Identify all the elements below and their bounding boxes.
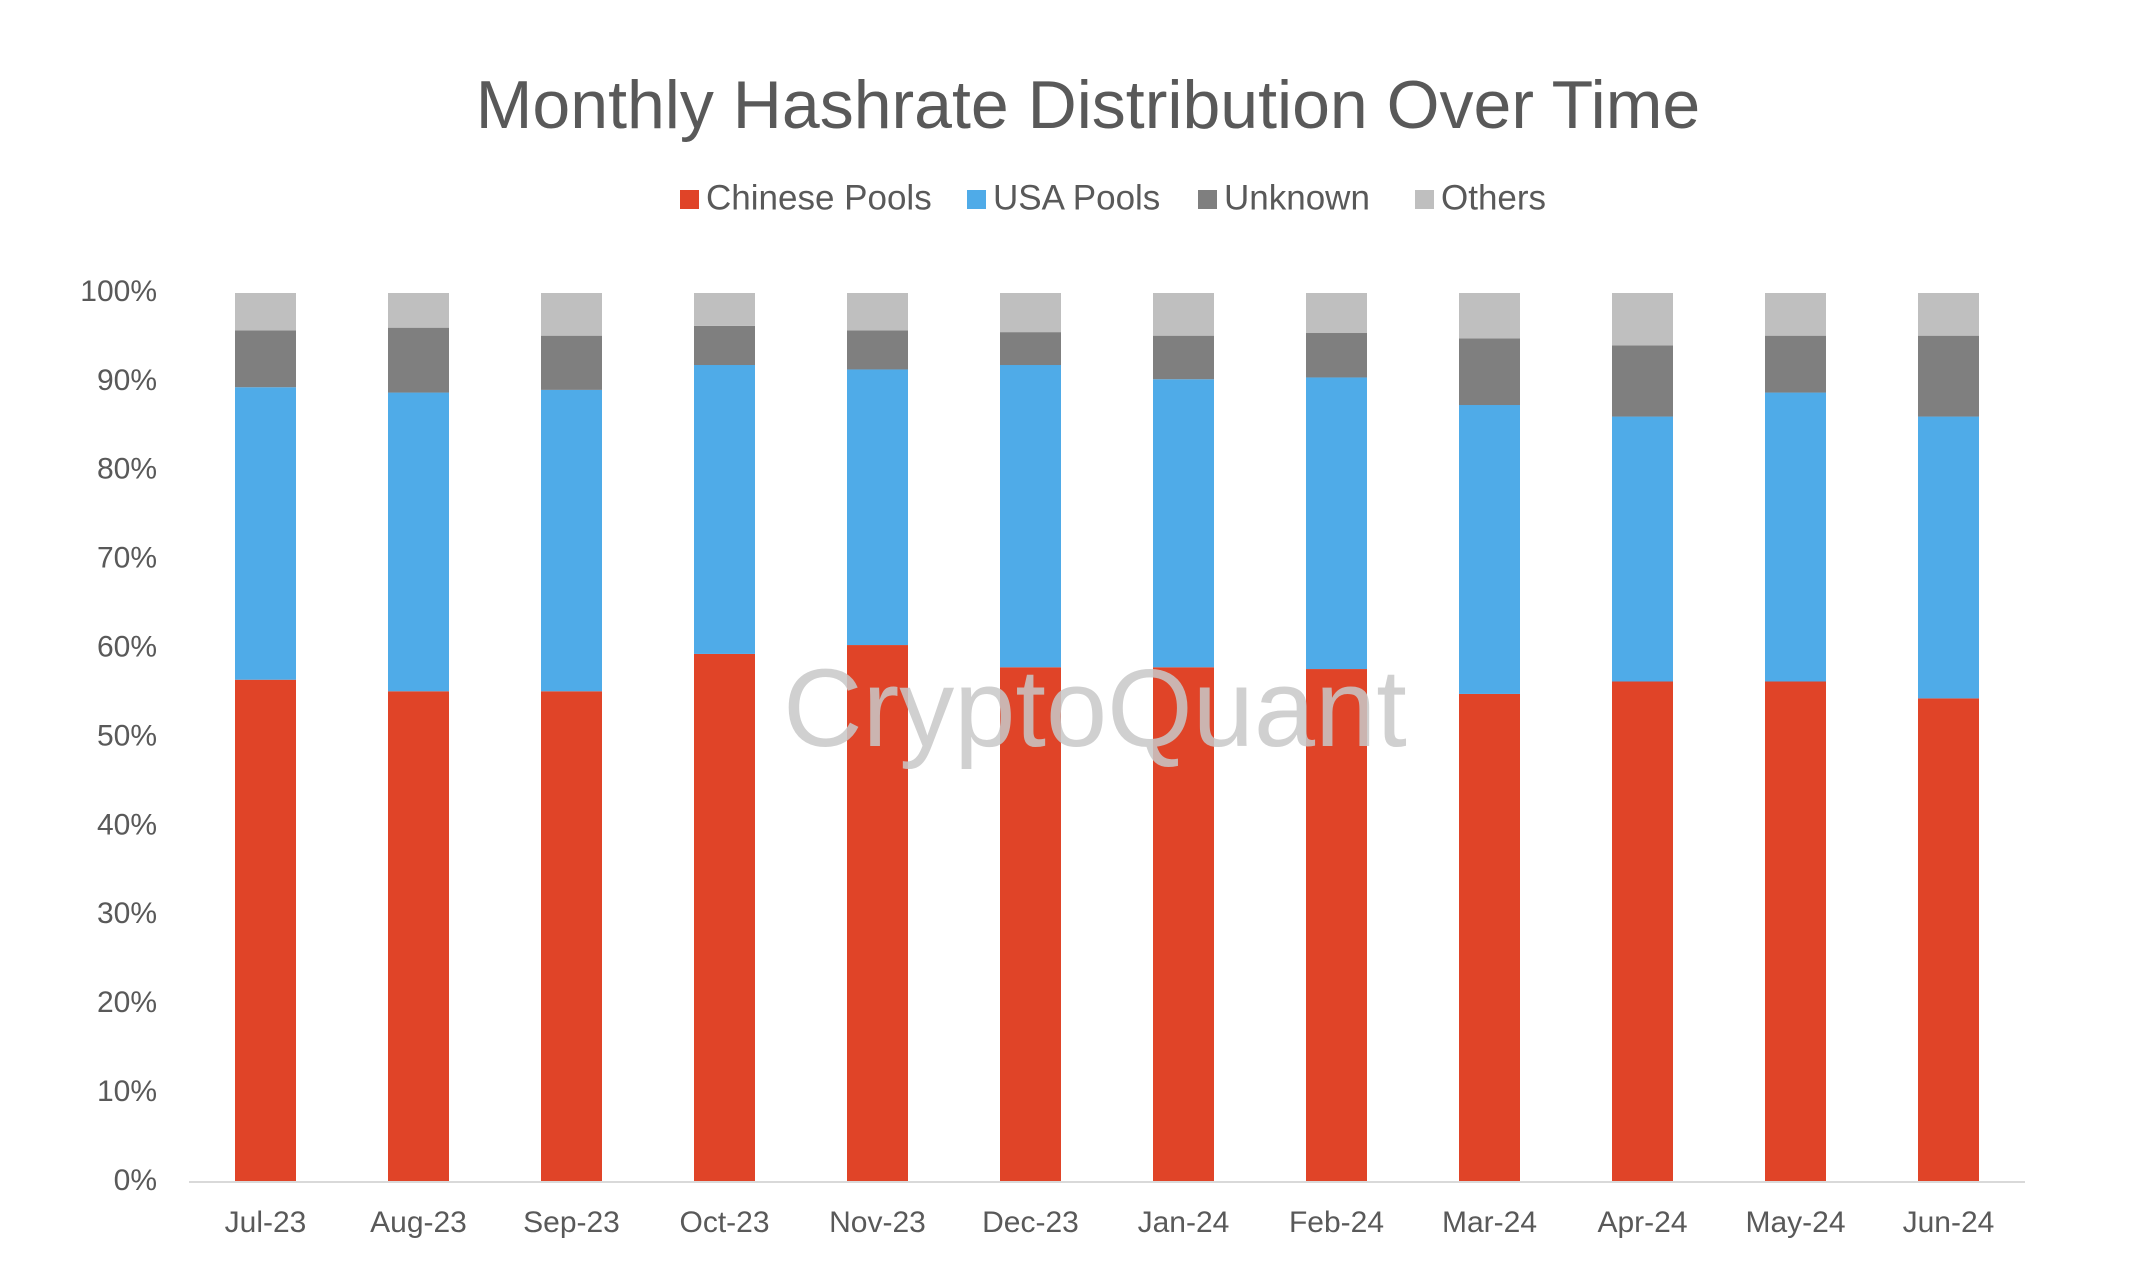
bar-segment bbox=[1612, 681, 1673, 1182]
bar-segment bbox=[541, 691, 602, 1182]
bar-segment bbox=[847, 330, 908, 370]
bar-segment bbox=[847, 293, 908, 331]
x-tick-label: Jan-24 bbox=[1138, 1206, 1230, 1239]
x-tick-label: May-24 bbox=[1745, 1206, 1845, 1239]
legend-label: USA Pools bbox=[993, 178, 1160, 217]
x-tick-label: Jul-23 bbox=[225, 1206, 307, 1239]
y-tick-label: 50% bbox=[97, 719, 157, 752]
bar-segment bbox=[1306, 377, 1367, 670]
bar-segment bbox=[388, 293, 449, 328]
bar-segment bbox=[235, 330, 296, 388]
bar-segment bbox=[235, 293, 296, 331]
x-tick-label: Sep-23 bbox=[523, 1206, 620, 1239]
x-tick-label: Dec-23 bbox=[982, 1206, 1079, 1239]
bar-segment bbox=[1000, 667, 1061, 1182]
bar-segment bbox=[1306, 293, 1367, 334]
bar-segment bbox=[1612, 416, 1673, 682]
bar-segment bbox=[1153, 379, 1214, 668]
bar-segment bbox=[1612, 293, 1673, 346]
bar-segment bbox=[1459, 293, 1520, 339]
y-tick-label: 40% bbox=[97, 808, 157, 841]
chart-title: Monthly Hashrate Distribution Over Time bbox=[476, 67, 1700, 143]
watermark: CryptoQuant bbox=[783, 647, 1407, 770]
bar-segment bbox=[1459, 338, 1520, 406]
bar-segment bbox=[1765, 392, 1826, 682]
bar-segment bbox=[1306, 333, 1367, 378]
x-tick-label: Apr-24 bbox=[1597, 1206, 1687, 1239]
bar-segment bbox=[235, 679, 296, 1182]
legend-label: Chinese Pools bbox=[706, 178, 932, 217]
legend-swatch bbox=[967, 190, 986, 209]
bar-segment bbox=[694, 325, 755, 366]
bar-segment bbox=[1918, 335, 1979, 417]
x-tick-label: Oct-23 bbox=[679, 1206, 769, 1239]
bar-segment bbox=[1000, 293, 1061, 333]
legend-label: Unknown bbox=[1224, 178, 1370, 217]
y-tick-label: 0% bbox=[114, 1164, 157, 1197]
y-tick-label: 60% bbox=[97, 631, 157, 664]
bar-segment bbox=[1459, 693, 1520, 1182]
x-tick-label: Feb-24 bbox=[1289, 1206, 1384, 1239]
x-tick-label: Nov-23 bbox=[829, 1206, 926, 1239]
y-tick-label: 90% bbox=[97, 364, 157, 397]
x-tick-label: Mar-24 bbox=[1442, 1206, 1537, 1239]
bar-segment bbox=[388, 327, 449, 393]
bar-segment bbox=[1765, 293, 1826, 336]
y-tick-label: 70% bbox=[97, 542, 157, 575]
y-tick-label: 30% bbox=[97, 897, 157, 930]
bar-segment bbox=[694, 365, 755, 654]
legend-swatch bbox=[1415, 190, 1434, 209]
bar-segment bbox=[847, 369, 908, 646]
y-tick-label: 20% bbox=[97, 986, 157, 1019]
bar-segment bbox=[694, 653, 755, 1182]
y-tick-label: 80% bbox=[97, 453, 157, 486]
bar-segment bbox=[1765, 681, 1826, 1182]
bar-segment bbox=[1918, 416, 1979, 699]
y-tick-label: 100% bbox=[80, 275, 157, 308]
bar-segment bbox=[235, 387, 296, 680]
bar-segment bbox=[388, 392, 449, 692]
bar-segment bbox=[388, 691, 449, 1182]
bar-segment bbox=[1918, 698, 1979, 1182]
bar-segment bbox=[847, 645, 908, 1182]
bar-segment bbox=[1765, 335, 1826, 393]
bar-segment bbox=[694, 293, 755, 326]
bar-segment bbox=[1000, 332, 1061, 366]
legend-label: Others bbox=[1441, 178, 1546, 217]
y-tick-label: 10% bbox=[97, 1075, 157, 1108]
bar-segment bbox=[1153, 293, 1214, 336]
bar-segment bbox=[1612, 345, 1673, 417]
x-tick-label: Jun-24 bbox=[1903, 1206, 1995, 1239]
bar-segment bbox=[1459, 405, 1520, 694]
bar-segment bbox=[541, 335, 602, 390]
bar-segment bbox=[541, 293, 602, 336]
legend-swatch bbox=[1198, 190, 1217, 209]
legend-swatch bbox=[680, 190, 699, 209]
bar-segment bbox=[541, 389, 602, 692]
bar-segment bbox=[1153, 667, 1214, 1182]
bar-segment bbox=[1918, 293, 1979, 336]
bar-segment bbox=[1000, 365, 1061, 668]
x-tick-label: Aug-23 bbox=[370, 1206, 467, 1239]
bar-segment bbox=[1153, 335, 1214, 380]
bar-segment bbox=[1306, 669, 1367, 1182]
